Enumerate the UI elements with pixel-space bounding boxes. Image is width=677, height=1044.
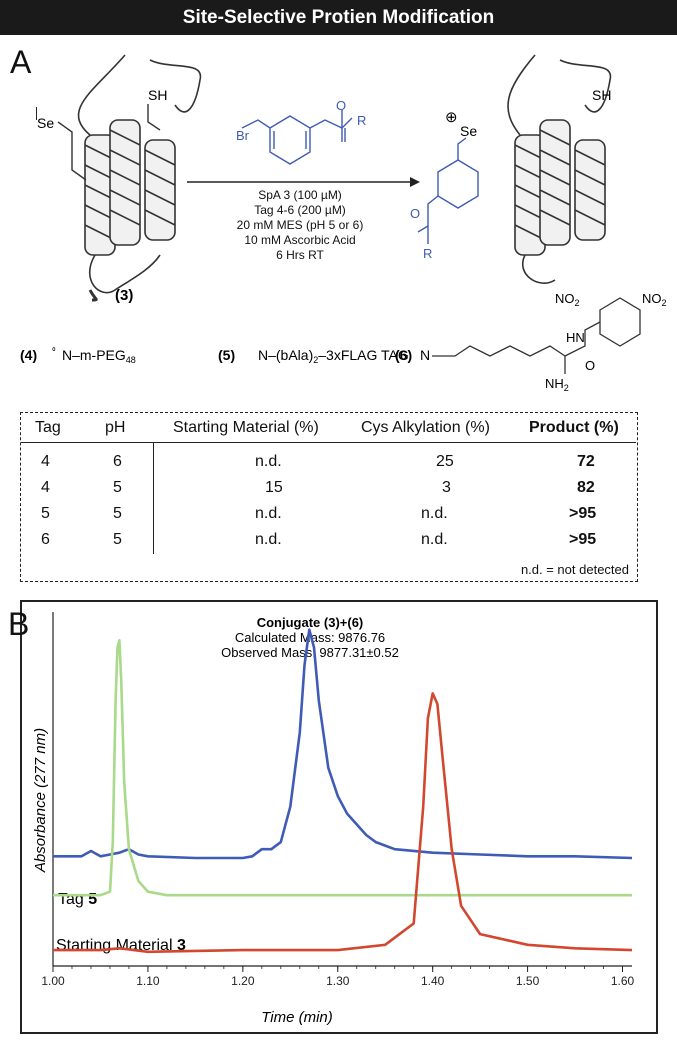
methyl-label: — <box>28 107 43 120</box>
reaction-conditions: SpA 3 (100 µM) Tag 4-6 (200 µM) 20 mM ME… <box>185 188 415 263</box>
cell-product: 82 <box>577 479 595 496</box>
panel-a-scheme: — Se SH (3) Br O R Se ⊕ SH O R <box>20 54 667 393</box>
compound-3-label: (3) <box>115 287 133 304</box>
product-structure <box>507 54 612 284</box>
condition-line: 10 mM Ascorbic Acid <box>244 233 356 247</box>
tag-5-formula: N–(bAla)2–3xFLAG TAG <box>258 347 409 365</box>
column-divider <box>153 442 154 554</box>
cell-ph: 5 <box>113 505 122 522</box>
condition-line: SpA 3 (100 µM) <box>258 188 342 202</box>
table-row: 6 5 n.d. n.d. >95 <box>21 531 637 557</box>
tag-5-trace-label: Tag 5 <box>58 891 97 908</box>
panel-b-label: B <box>8 606 30 642</box>
x-axis-label: Time (min) <box>261 1009 333 1026</box>
cell-product: >95 <box>569 531 597 548</box>
series-line-blue <box>53 628 633 860</box>
col-header-tag: Tag <box>35 419 61 436</box>
col-header-ph: pH <box>105 419 126 436</box>
product-r-label: R <box>423 246 432 261</box>
product-se-label: Se <box>460 123 477 139</box>
product-o-label: O <box>410 206 420 221</box>
cell-tag: 5 <box>41 505 50 522</box>
table-footnote: n.d. = not detected <box>520 562 629 577</box>
tag-5-id: (5) <box>218 347 235 363</box>
x-tick-label: 1.40 <box>421 974 445 988</box>
tag6-o-label: O <box>585 358 595 373</box>
cell-tag: 6 <box>41 531 50 548</box>
chart-frame <box>20 600 658 1034</box>
tag6-no2-left: NO2 <box>555 291 580 308</box>
results-table: Tag pH Starting Material (%) Cys Alkylat… <box>20 412 638 582</box>
condition-line: 6 Hrs RT <box>276 248 324 262</box>
condition-line: Tag 4-6 (200 µM) <box>254 203 346 217</box>
col-header-cys-alkylation: Cys Alkylation (%) <box>361 419 490 436</box>
tag-6-structure <box>432 297 641 374</box>
cell-product: >95 <box>569 505 597 522</box>
cell-starting-material: n.d. <box>255 453 282 470</box>
tag-6-id: (6) <box>395 347 412 363</box>
cell-cys: n.d. <box>421 531 448 548</box>
tag-4-formula: N–m-PEG48 <box>62 347 136 365</box>
header-divider <box>21 442 636 443</box>
cell-starting-material: n.d. <box>255 531 282 548</box>
cell-cys: 3 <box>442 479 451 496</box>
r-group-label: R <box>357 113 366 128</box>
conjugate-title: Conjugate (3)+(6) <box>257 615 364 630</box>
tag-4-id: (4) <box>20 347 37 363</box>
arrow-head-icon <box>410 177 420 187</box>
cell-tag: 4 <box>41 479 50 496</box>
table-row: 4 6 n.d. 25 72 <box>21 453 637 479</box>
tag6-nh2-label: NH2 <box>545 376 569 393</box>
se-label: Se <box>37 115 54 131</box>
sh-label: SH <box>148 87 167 103</box>
tag-6-n: N <box>420 347 430 363</box>
col-header-product: Product (%) <box>529 419 619 436</box>
cell-cys: 25 <box>436 453 454 470</box>
product-linker <box>417 137 479 244</box>
positive-charge-icon: ⊕ <box>445 109 458 126</box>
cell-ph: 6 <box>113 453 122 470</box>
col-header-starting-material: Starting Material (%) <box>173 419 319 436</box>
carbonyl-o-label: O <box>336 98 346 113</box>
tag6-no2-right: NO2 <box>642 291 667 308</box>
observed-mass: Observed Mass: 9877.31±0.52 <box>221 645 399 660</box>
series-line-green <box>53 638 632 897</box>
x-tick-label: 1.50 <box>516 974 540 988</box>
calculated-mass: Calculated Mass: 9876.76 <box>235 630 385 645</box>
figure-title: Site-Selective Protien Modification <box>0 0 677 35</box>
cell-ph: 5 <box>113 479 122 496</box>
cell-tag: 4 <box>41 453 50 470</box>
squiggle-icon: ﾟ <box>52 347 60 364</box>
x-tick-label: 1.10 <box>136 974 160 988</box>
reagent-structure <box>241 110 353 165</box>
bromine-label: Br <box>236 128 250 143</box>
cell-product: 72 <box>577 453 595 470</box>
table-row: 5 5 n.d. n.d. >95 <box>21 505 637 531</box>
series-line-red <box>53 692 633 954</box>
cell-ph: 5 <box>113 531 122 548</box>
cell-starting-material: 15 <box>265 479 283 496</box>
cell-cys: n.d. <box>421 505 448 522</box>
x-tick-label: 1.60 <box>611 974 635 988</box>
tag6-hn-label: HN <box>566 330 585 345</box>
x-tick-label: 1.30 <box>326 974 350 988</box>
condition-line: 20 mM MES (pH 5 or 6) <box>236 218 364 232</box>
y-axis-label: Absorbance (277 nm) <box>32 728 49 873</box>
x-tick-label: 1.20 <box>231 974 255 988</box>
table-row: 4 5 15 3 82 <box>21 479 637 505</box>
panel-a-label: A <box>10 44 32 80</box>
protein-3-structure <box>77 54 202 302</box>
cell-starting-material: n.d. <box>255 505 282 522</box>
x-tick-label: 1.00 <box>41 974 65 988</box>
product-sh-label: SH <box>592 87 611 103</box>
